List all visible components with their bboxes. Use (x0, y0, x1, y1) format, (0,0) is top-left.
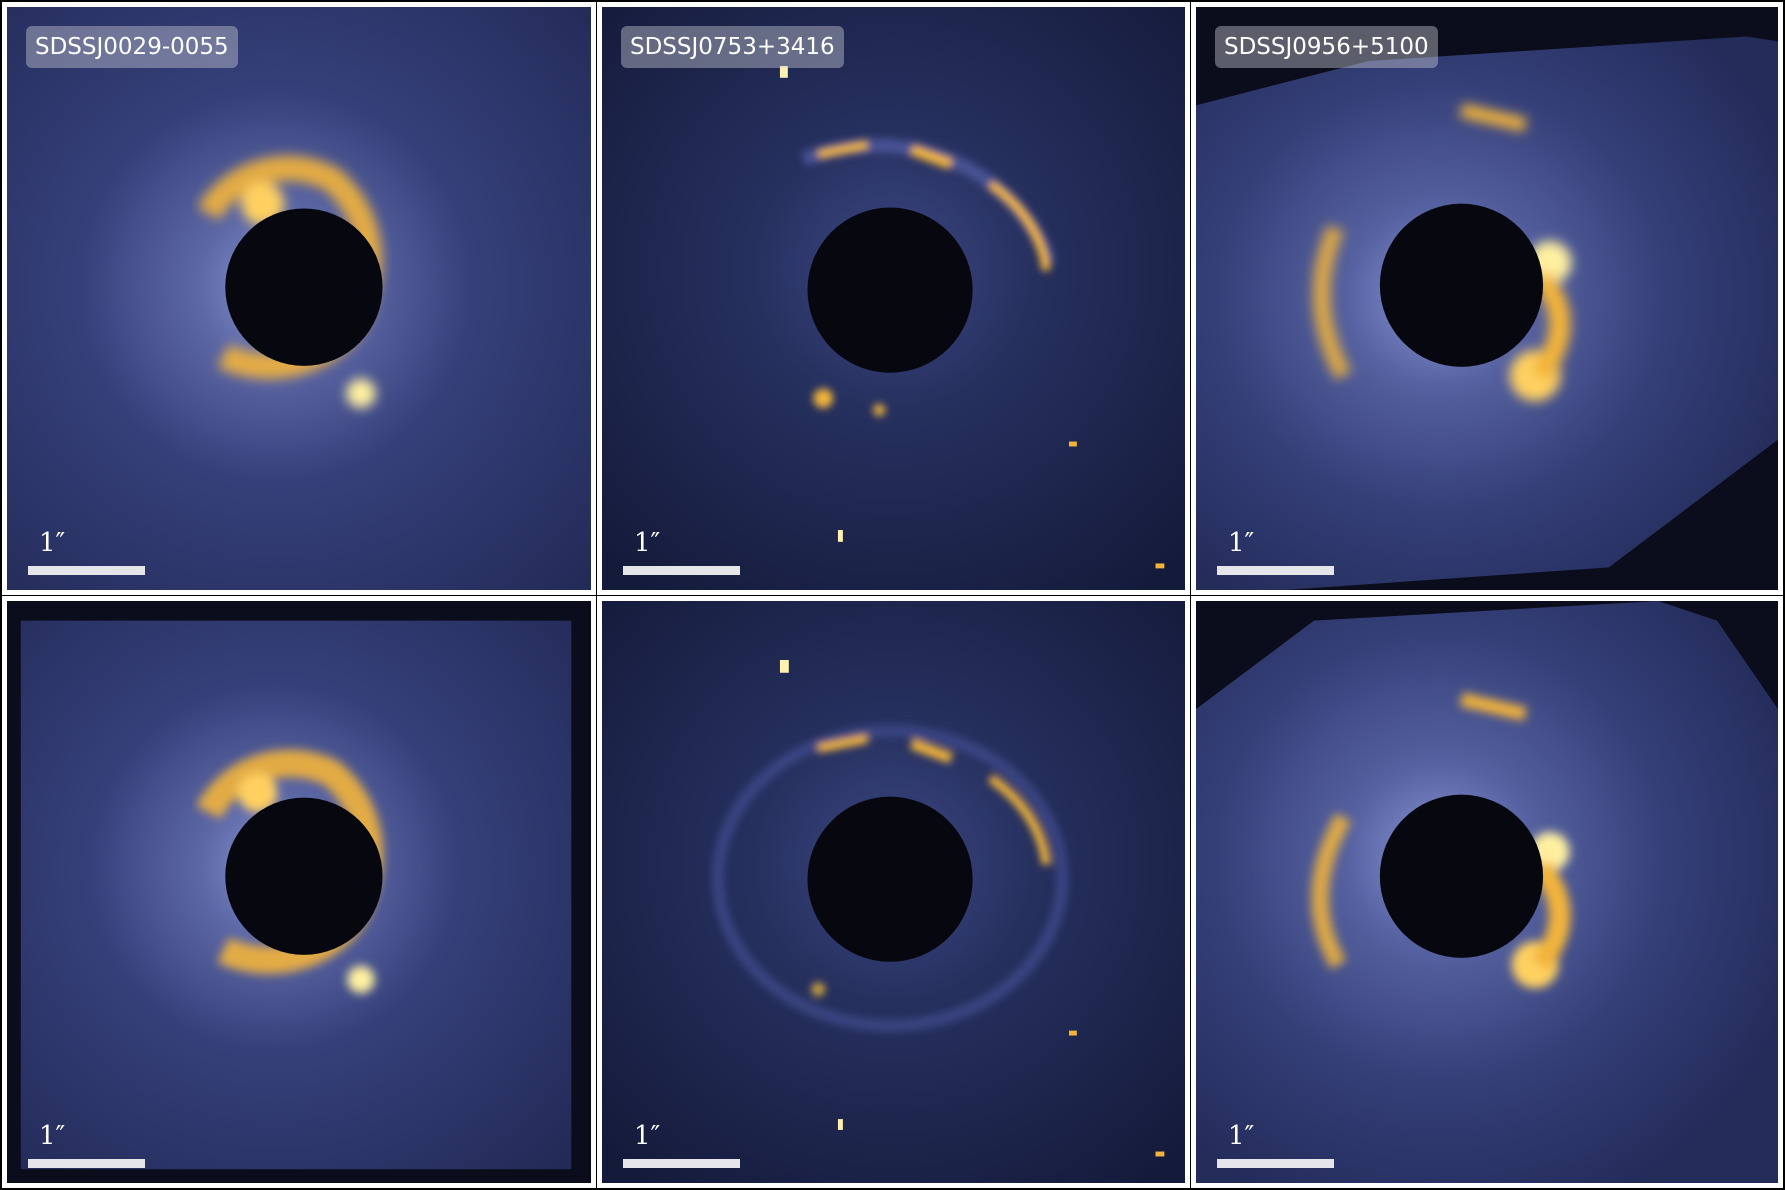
lens-image (602, 601, 1185, 1183)
scalebar (623, 566, 740, 575)
panel-sdssj0753+3416-bottom: 1″ (597, 596, 1190, 1188)
lens-image (1196, 601, 1778, 1183)
scalebar (1217, 1159, 1334, 1168)
scalebar (1217, 566, 1334, 575)
panel-sdssj0956+5100-bottom: 1″ (1191, 596, 1783, 1188)
lens-name-label: SDSSJ0753+3416 (621, 26, 844, 68)
lens-image (7, 7, 591, 590)
lens-name-label: SDSSJ0029-0055 (26, 26, 238, 68)
lens-image (602, 7, 1185, 590)
panel-sdssj0029-0055-top: SDSSJ0029-0055 1″ (2, 2, 596, 595)
panel-sdssj0753+3416-top: SDSSJ0753+3416 1″ (597, 2, 1190, 595)
scalebar (623, 1159, 740, 1168)
lens-name-label: SDSSJ0956+5100 (1215, 26, 1438, 68)
masked-core (225, 208, 383, 366)
scalebar-label: 1″ (39, 528, 66, 558)
lens-image (7, 601, 591, 1183)
scalebar-label: 1″ (634, 528, 661, 558)
masked-core (225, 797, 383, 955)
scalebar-label: 1″ (1228, 1121, 1255, 1151)
panel-sdssj0029-0055-bottom: 1″ (2, 596, 596, 1188)
masked-core (1379, 794, 1544, 958)
masked-core (807, 207, 973, 373)
panel-sdssj0956+5100-top: SDSSJ0956+5100 1″ (1191, 2, 1783, 595)
lens-image (1196, 7, 1778, 590)
scalebar (28, 1159, 145, 1168)
scalebar-label: 1″ (39, 1121, 66, 1151)
scalebar-label: 1″ (1228, 528, 1255, 558)
masked-core (1379, 203, 1544, 367)
scalebar (28, 566, 145, 575)
masked-core (807, 796, 973, 962)
scalebar-label: 1″ (634, 1121, 661, 1151)
